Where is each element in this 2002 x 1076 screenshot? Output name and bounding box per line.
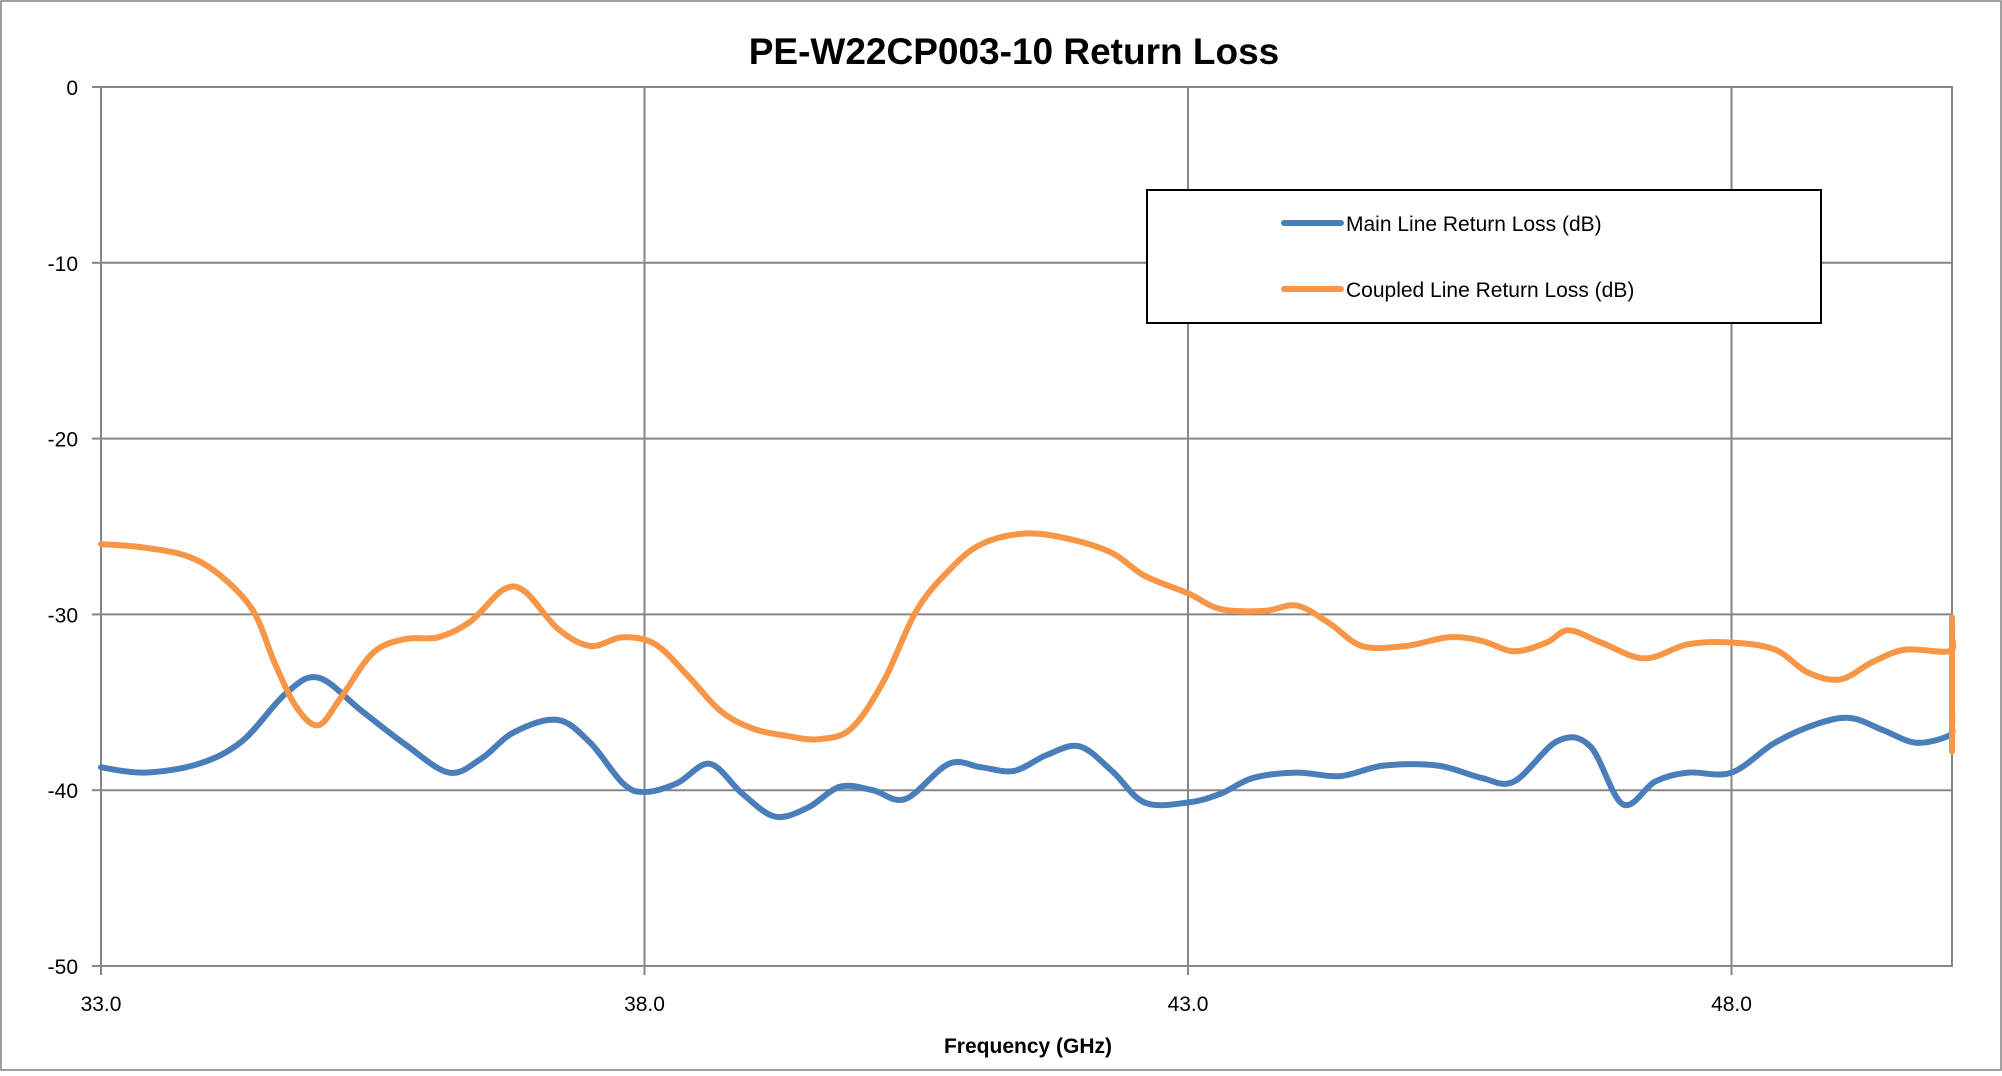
- y-tick-label: -20: [48, 429, 78, 452]
- plot-area-border: [100, 86, 1953, 967]
- x-tick-label: 48.0: [1711, 993, 1752, 1016]
- y-tick-label: -50: [48, 956, 78, 979]
- legend: Main Line Return Loss (dB) Coupled Line …: [1146, 189, 1822, 324]
- legend-label-main-line: Main Line Return Loss (dB): [1346, 213, 1602, 236]
- series-line-main-line-return-loss: [98, 674, 1956, 821]
- y-axis-tick-labels: 0 -10 -20 -30 -40 -50: [48, 77, 78, 979]
- x-tick-label: 38.0: [624, 993, 665, 1016]
- y-tick-label: -10: [48, 253, 78, 276]
- x-axis-tick-labels: 33.0 38.0 43.0 48.0: [81, 993, 1752, 1016]
- y-tick-label: -40: [48, 780, 78, 803]
- x-tick-label: 43.0: [1168, 993, 1209, 1016]
- x-axis-title: Frequency (GHz): [944, 1035, 1112, 1058]
- chart-title: PE-W22CP003-10 Return Loss: [749, 31, 1280, 72]
- y-tick-label: 0: [66, 77, 78, 100]
- y-tick-label: -30: [48, 604, 78, 627]
- series-line-coupled-line-return-loss: [98, 530, 1957, 755]
- legend-label-coupled-line: Coupled Line Return Loss (dB): [1346, 279, 1634, 302]
- data-series: [98, 530, 1957, 821]
- x-tick-label: 33.0: [81, 993, 122, 1016]
- legend-box: [1146, 189, 1822, 324]
